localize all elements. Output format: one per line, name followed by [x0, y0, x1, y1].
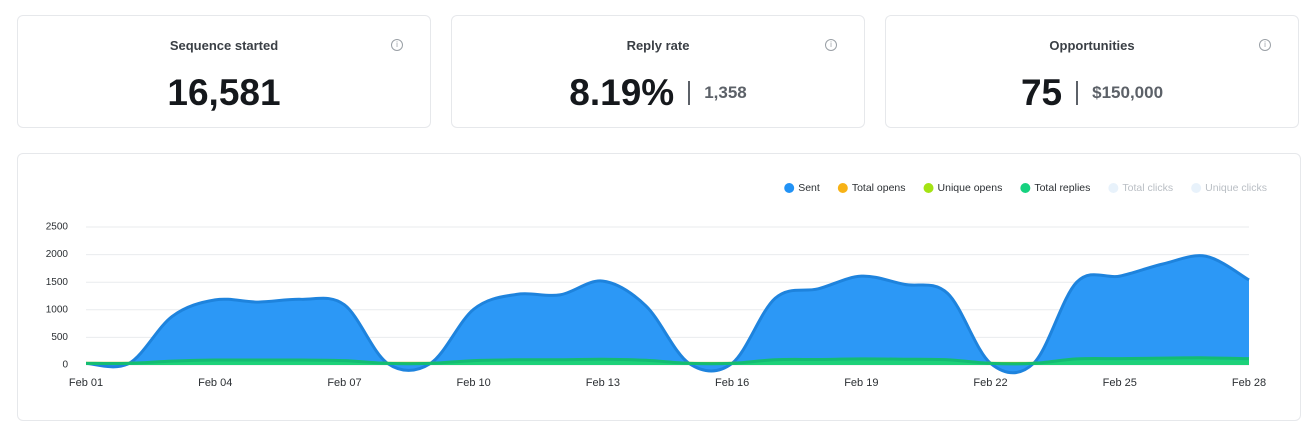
card-values: 8.19% 1,358 — [452, 72, 864, 114]
x-tick-label: Feb 01 — [69, 377, 103, 389]
area-line — [85, 254, 1250, 375]
card-title: Reply rate — [626, 38, 690, 53]
card-value: 75 — [1020, 72, 1063, 113]
legend-label: Total clicks — [1122, 182, 1173, 194]
separator — [688, 81, 691, 105]
kpi-card: Reply rate i 8.19% 1,358 — [451, 15, 865, 128]
y-tick-label: 500 — [51, 332, 68, 343]
card-title: Sequence started — [169, 38, 279, 53]
legend-label: Total replies — [1034, 182, 1090, 194]
x-tick-label: Feb 07 — [327, 377, 361, 389]
card-values: 16,581 — [18, 72, 430, 114]
card-value: 16,581 — [167, 72, 281, 113]
kpi-card: Opportunities i 75 $150,000 — [885, 15, 1299, 128]
info-icon[interactable]: i — [825, 39, 837, 51]
legend-swatch — [784, 183, 795, 193]
area-line — [85, 356, 1250, 366]
x-tick-label: Feb 19 — [844, 377, 878, 389]
info-icon[interactable]: i — [1259, 39, 1271, 51]
y-tick-label: 2000 — [46, 249, 69, 260]
x-tick-label: Feb 04 — [198, 377, 232, 389]
legend-label: Unique clicks — [1205, 182, 1267, 194]
card-values: 75 $150,000 — [886, 72, 1298, 114]
card-secondary: 1,358 — [704, 83, 747, 102]
legend-swatch — [1108, 183, 1119, 193]
x-tick-label: Feb 22 — [973, 377, 1007, 389]
separator — [1076, 81, 1079, 105]
card-title: Opportunities — [1049, 38, 1135, 53]
card-secondary: $150,000 — [1092, 83, 1164, 102]
kpi-card: Sequence started i 16,581 — [17, 15, 431, 128]
legend-label: Unique opens — [938, 182, 1003, 194]
legend-swatch — [1020, 183, 1031, 193]
legend-label: Total opens — [852, 182, 906, 194]
legend-swatch — [923, 183, 934, 193]
x-tick-label: Feb 28 — [1232, 377, 1266, 389]
y-tick-label: 1500 — [46, 277, 69, 288]
x-tick-label: Feb 25 — [1103, 377, 1137, 389]
x-tick-label: Feb 13 — [586, 377, 620, 389]
y-tick-label: 1000 — [46, 304, 69, 315]
card-value: 8.19% — [569, 72, 675, 113]
chart-card — [17, 153, 1301, 421]
x-tick-label: Feb 10 — [457, 377, 491, 389]
info-icon[interactable]: i — [391, 39, 403, 51]
x-tick-label: Feb 16 — [715, 377, 749, 389]
y-tick-label: 2500 — [46, 222, 69, 233]
y-tick-label: 0 — [62, 360, 68, 371]
area — [86, 255, 1249, 373]
legend-swatch — [837, 183, 848, 193]
legend-swatch — [1191, 183, 1202, 193]
legend-label: Sent — [798, 182, 820, 194]
